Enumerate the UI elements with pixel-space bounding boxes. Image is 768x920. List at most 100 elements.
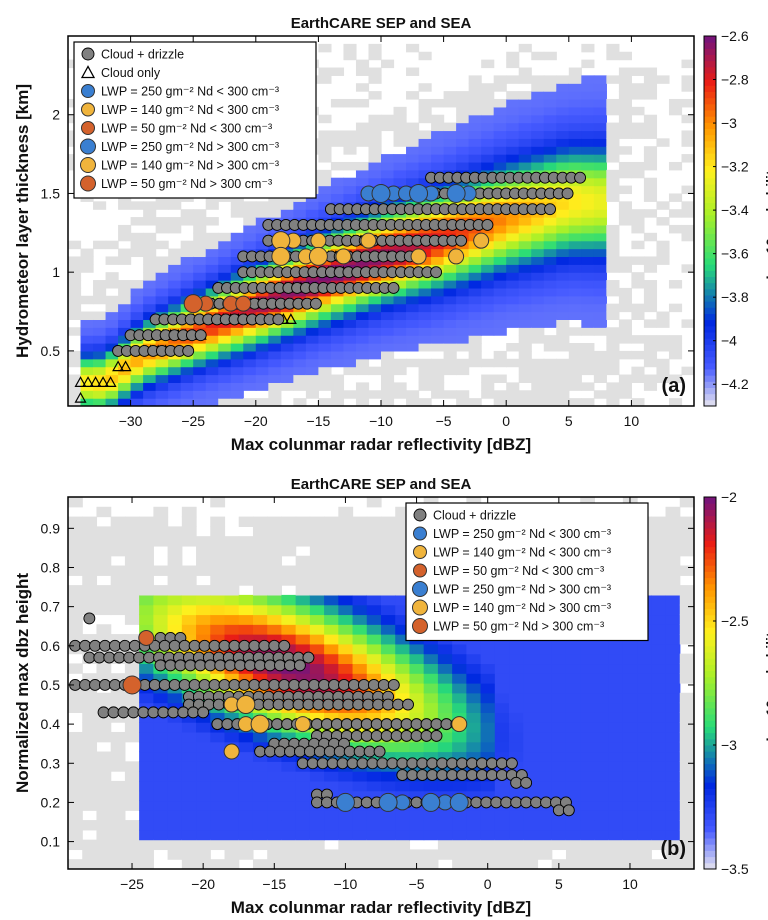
- heatmap-bin: [93, 390, 107, 399]
- heatmap-bin: [606, 335, 620, 344]
- heatmap-bin: [580, 790, 596, 802]
- heatmap-bin: [68, 565, 83, 576]
- heatmap-bin: [318, 114, 332, 124]
- cloud-drizzle-marker: [254, 745, 267, 758]
- heatmap-bin: [210, 594, 226, 606]
- heatmap-bin: [393, 335, 407, 344]
- heatmap-bin: [551, 673, 567, 684]
- heatmap-bin: [593, 366, 607, 376]
- heatmap-bin: [423, 673, 439, 684]
- cloud-drizzle-marker: [296, 757, 309, 770]
- heatmap-bin: [305, 209, 319, 218]
- cloud-drizzle-marker: [490, 796, 503, 809]
- heatmap-bin: [637, 653, 652, 665]
- cloud-drizzle-marker: [396, 769, 409, 781]
- legend-label: Cloud + drizzle: [101, 48, 184, 62]
- heatmap-bin: [651, 751, 667, 762]
- heatmap-bin: [180, 280, 194, 289]
- heatmap-bin: [93, 319, 107, 328]
- heatmap-bin: [581, 358, 595, 368]
- heatmap-bin: [606, 382, 620, 391]
- cloud-drizzle-marker: [198, 639, 211, 652]
- heatmap-bin: [437, 820, 453, 831]
- heatmap-bin: [556, 91, 570, 100]
- heatmap-bin: [155, 374, 169, 383]
- heatmap-bin: [153, 614, 169, 625]
- cloud-drizzle-marker: [187, 706, 200, 719]
- heatmap-bin: [295, 839, 311, 851]
- heatmap-bin: [568, 280, 582, 289]
- heatmap-bin: [431, 319, 445, 328]
- heatmap-bin: [656, 240, 670, 250]
- heatmap-bin: [196, 722, 211, 733]
- heatmap-bin: [537, 643, 553, 655]
- heatmap-bin: [318, 146, 332, 155]
- heatmap-bin: [295, 536, 311, 547]
- heatmap-bin: [580, 859, 596, 869]
- colorbar-tick-label: −4: [721, 333, 737, 349]
- heatmap-bin: [338, 653, 354, 665]
- heatmap-bin: [80, 256, 94, 265]
- heatmap-bin: [509, 829, 524, 841]
- heatmap-bin: [167, 751, 183, 762]
- heatmap-bin: [581, 138, 595, 147]
- heatmap-bin: [68, 780, 83, 792]
- heatmap-bin: [580, 780, 596, 792]
- heatmap-bin: [518, 224, 532, 234]
- heatmap-bin: [594, 780, 610, 792]
- heatmap-bin: [243, 335, 257, 344]
- heatmap-bin: [622, 702, 638, 713]
- heatmap-bin: [665, 751, 681, 762]
- heatmap-bin: [110, 810, 126, 821]
- heatmap-bin: [93, 358, 107, 368]
- heatmap-bin: [153, 624, 169, 635]
- heatmap-bin: [143, 311, 157, 321]
- colorbar-segment: [704, 726, 716, 734]
- heatmap-bin: [305, 358, 319, 368]
- heatmap-bin: [406, 280, 420, 289]
- heatmap-bin: [153, 800, 169, 811]
- legend-item: LWP = 140 gm⁻² Nd < 300 cm⁻³: [413, 545, 611, 560]
- heatmap-bin: [155, 280, 169, 289]
- heatmap-bin: [651, 653, 667, 665]
- heatmap-bin: [493, 319, 507, 328]
- heatmap-bin: [452, 663, 467, 674]
- heatmap-bin: [96, 634, 112, 645]
- heatmap-bin: [631, 350, 645, 360]
- cloud-drizzle-marker: [89, 679, 101, 691]
- heatmap-bin: [155, 366, 169, 376]
- heatmap-bin: [267, 614, 283, 625]
- heatmap-bin: [155, 358, 169, 368]
- heatmap-bin: [368, 130, 382, 139]
- heatmap-bin: [352, 780, 368, 792]
- heatmap-bin: [631, 335, 645, 344]
- lwp-marker: [448, 248, 465, 265]
- heatmap-bin: [181, 820, 197, 831]
- heatmap-bin: [518, 232, 532, 242]
- heatmap-bin: [493, 130, 507, 139]
- heatmap-bin: [93, 327, 107, 336]
- heatmap-bin: [281, 820, 297, 831]
- heatmap-bin: [518, 75, 532, 84]
- heatmap-bin: [143, 272, 157, 281]
- heatmap-bin: [531, 51, 545, 61]
- heatmap-bin: [418, 327, 432, 336]
- cloud-drizzle-marker: [426, 769, 439, 781]
- cloud-drizzle-marker: [362, 698, 375, 711]
- heatmap-bin: [68, 585, 83, 596]
- heatmap-bin: [565, 780, 581, 792]
- heatmap-bin: [295, 634, 311, 645]
- heatmap-bin: [93, 311, 107, 321]
- heatmap-bin: [531, 311, 545, 321]
- chart-title: EarthCARE SEP and SEA: [291, 15, 472, 32]
- cloud-drizzle-marker: [311, 796, 323, 809]
- heatmap-bin: [631, 224, 645, 234]
- heatmap-bin: [456, 264, 470, 273]
- heatmap-bin: [355, 303, 370, 313]
- heatmap-bin: [309, 555, 325, 567]
- cloud-drizzle-marker: [167, 706, 180, 719]
- cloud-drizzle-marker: [386, 757, 399, 770]
- heatmap-bin: [381, 335, 395, 344]
- heatmap-bin: [368, 327, 382, 336]
- heatmap-bin: [565, 810, 581, 821]
